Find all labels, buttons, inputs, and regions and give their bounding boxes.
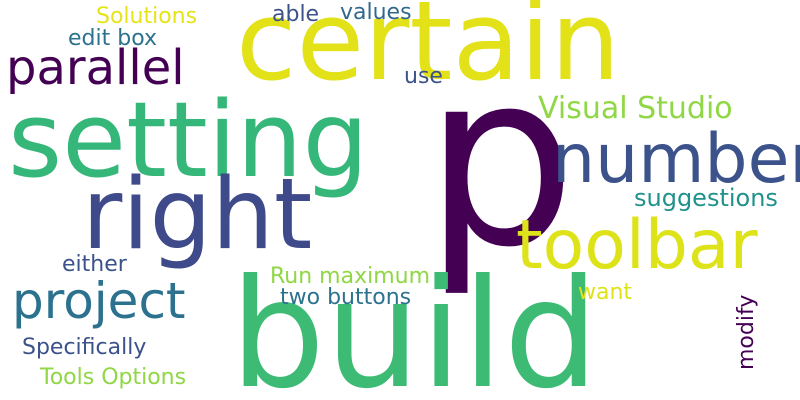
word-edit-box: edit box (68, 26, 157, 51)
word-solutions: Solutions (96, 4, 198, 29)
word-number: number (552, 120, 800, 199)
word-tools-options: Tools Options (40, 365, 187, 390)
word-values: values (340, 0, 412, 25)
word-want: want (578, 280, 633, 305)
word-visual-studio: Visual Studio (538, 91, 733, 126)
word-build: build (230, 248, 599, 400)
word-run-maximum: Run maximum (270, 264, 431, 289)
word-project: project (12, 272, 186, 330)
word-specifically: Specifically (22, 335, 147, 360)
word-setting: setting (8, 79, 369, 201)
word-either: either (62, 252, 127, 277)
word-right: right (82, 158, 313, 272)
word-able: able (272, 2, 320, 27)
word-modify: modify (734, 294, 759, 370)
word-parallel: parallel (6, 40, 185, 96)
word-suggestions: suggestions (634, 184, 778, 212)
word-p: p (424, 20, 577, 300)
word-certain: certain (236, 0, 621, 105)
word-two-buttons: two buttons (280, 285, 412, 310)
word-use: use (404, 64, 443, 89)
word-toolbar: toolbar (516, 206, 758, 285)
